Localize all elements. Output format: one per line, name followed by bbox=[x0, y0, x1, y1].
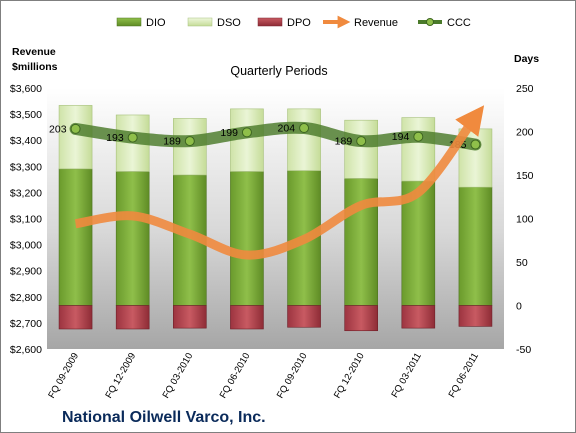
left-tick-label: $3,100 bbox=[10, 214, 42, 226]
ccc-point bbox=[470, 139, 481, 150]
ccc-data-label: 203 bbox=[49, 123, 67, 135]
bar-dso bbox=[230, 108, 264, 172]
bar-dso bbox=[401, 117, 436, 182]
left-tick-label: $3,000 bbox=[10, 240, 42, 252]
ccc-data-label: 199 bbox=[220, 127, 238, 139]
left-tick-label: $3,400 bbox=[10, 135, 42, 147]
bar-dpo bbox=[115, 305, 150, 330]
right-tick-label: 50 bbox=[516, 257, 528, 269]
left-tick-label: $3,300 bbox=[10, 161, 42, 173]
ccc-point bbox=[127, 132, 138, 143]
legend-swatch-dso bbox=[187, 17, 213, 27]
right-tick-label: 200 bbox=[516, 127, 534, 139]
chart-subtitle: Quarterly Periods bbox=[230, 64, 327, 78]
ccc-data-label: 194 bbox=[392, 131, 410, 143]
legend-item-revenue: Revenue bbox=[323, 15, 398, 29]
legend-label-dio: DIO bbox=[146, 17, 166, 29]
legend-item-dio: DIO bbox=[116, 17, 166, 29]
bar-dpo bbox=[458, 305, 493, 327]
bar-dio bbox=[115, 171, 150, 306]
legend-item-dso: DSO bbox=[187, 17, 241, 29]
left-tick-label: $2,600 bbox=[10, 344, 42, 356]
bar-dso bbox=[58, 105, 93, 170]
ccc-point bbox=[413, 131, 424, 142]
ccc-data-label: 204 bbox=[278, 123, 296, 135]
legend-label-ccc: CCC bbox=[447, 17, 471, 29]
ccc-point bbox=[356, 136, 367, 147]
right-tick-label: 0 bbox=[516, 301, 522, 313]
left-tick-label: $2,800 bbox=[10, 292, 42, 304]
bar-dpo bbox=[58, 305, 93, 330]
ccc-data-label: 189 bbox=[335, 136, 353, 148]
revenue-line bbox=[74, 105, 485, 260]
bar-dso bbox=[287, 108, 321, 171]
chart-title: National Oilwell Varco, Inc. bbox=[62, 409, 266, 426]
bar-dpo bbox=[344, 305, 378, 332]
bar-dio bbox=[58, 168, 93, 306]
legend-label-revenue: Revenue bbox=[354, 17, 398, 29]
ccc-point bbox=[184, 136, 195, 147]
left-axis-title-line1: Revenue bbox=[12, 46, 56, 58]
bar-dio bbox=[344, 178, 378, 306]
bar-dio bbox=[458, 186, 493, 306]
ccc-data-label: 189 bbox=[163, 136, 181, 148]
legend-swatch-dpo bbox=[257, 17, 283, 27]
legend-marker-ccc bbox=[426, 18, 434, 26]
right-tick-label: 100 bbox=[516, 214, 534, 226]
bar-dpo bbox=[401, 305, 436, 329]
bar-dio bbox=[230, 171, 264, 306]
left-tick-label: $2,900 bbox=[10, 266, 42, 278]
legend-label-dpo: DPO bbox=[287, 17, 311, 29]
ccc-point bbox=[299, 123, 310, 134]
right-tick-label: 250 bbox=[516, 83, 534, 95]
left-tick-label: $3,500 bbox=[10, 109, 42, 121]
bar-dso bbox=[344, 119, 378, 179]
left-tick-label: $3,200 bbox=[10, 187, 42, 199]
bar-dpo bbox=[230, 305, 264, 330]
ccc-point bbox=[70, 123, 81, 134]
ccc-point bbox=[241, 127, 252, 138]
left-tick-label: $3,600 bbox=[10, 83, 42, 95]
right-tick-label: -50 bbox=[516, 344, 531, 356]
left-axis-title-line2: $millions bbox=[12, 61, 58, 73]
legend-swatch-dio bbox=[116, 17, 142, 27]
legend: DIO DSO DPO Revenue CCC bbox=[116, 15, 471, 29]
left-tick-label: $2,700 bbox=[10, 318, 42, 330]
legend-item-dpo: DPO bbox=[257, 17, 311, 29]
bars-layer bbox=[58, 105, 493, 332]
right-tick-label: 150 bbox=[516, 170, 534, 182]
ccc-data-label: 193 bbox=[106, 132, 124, 144]
right-axis-title: Days bbox=[514, 53, 539, 65]
legend-item-ccc: CCC bbox=[418, 17, 471, 29]
bar-dpo bbox=[173, 305, 207, 329]
legend-label-dso: DSO bbox=[217, 17, 241, 29]
bar-dpo bbox=[287, 305, 321, 328]
